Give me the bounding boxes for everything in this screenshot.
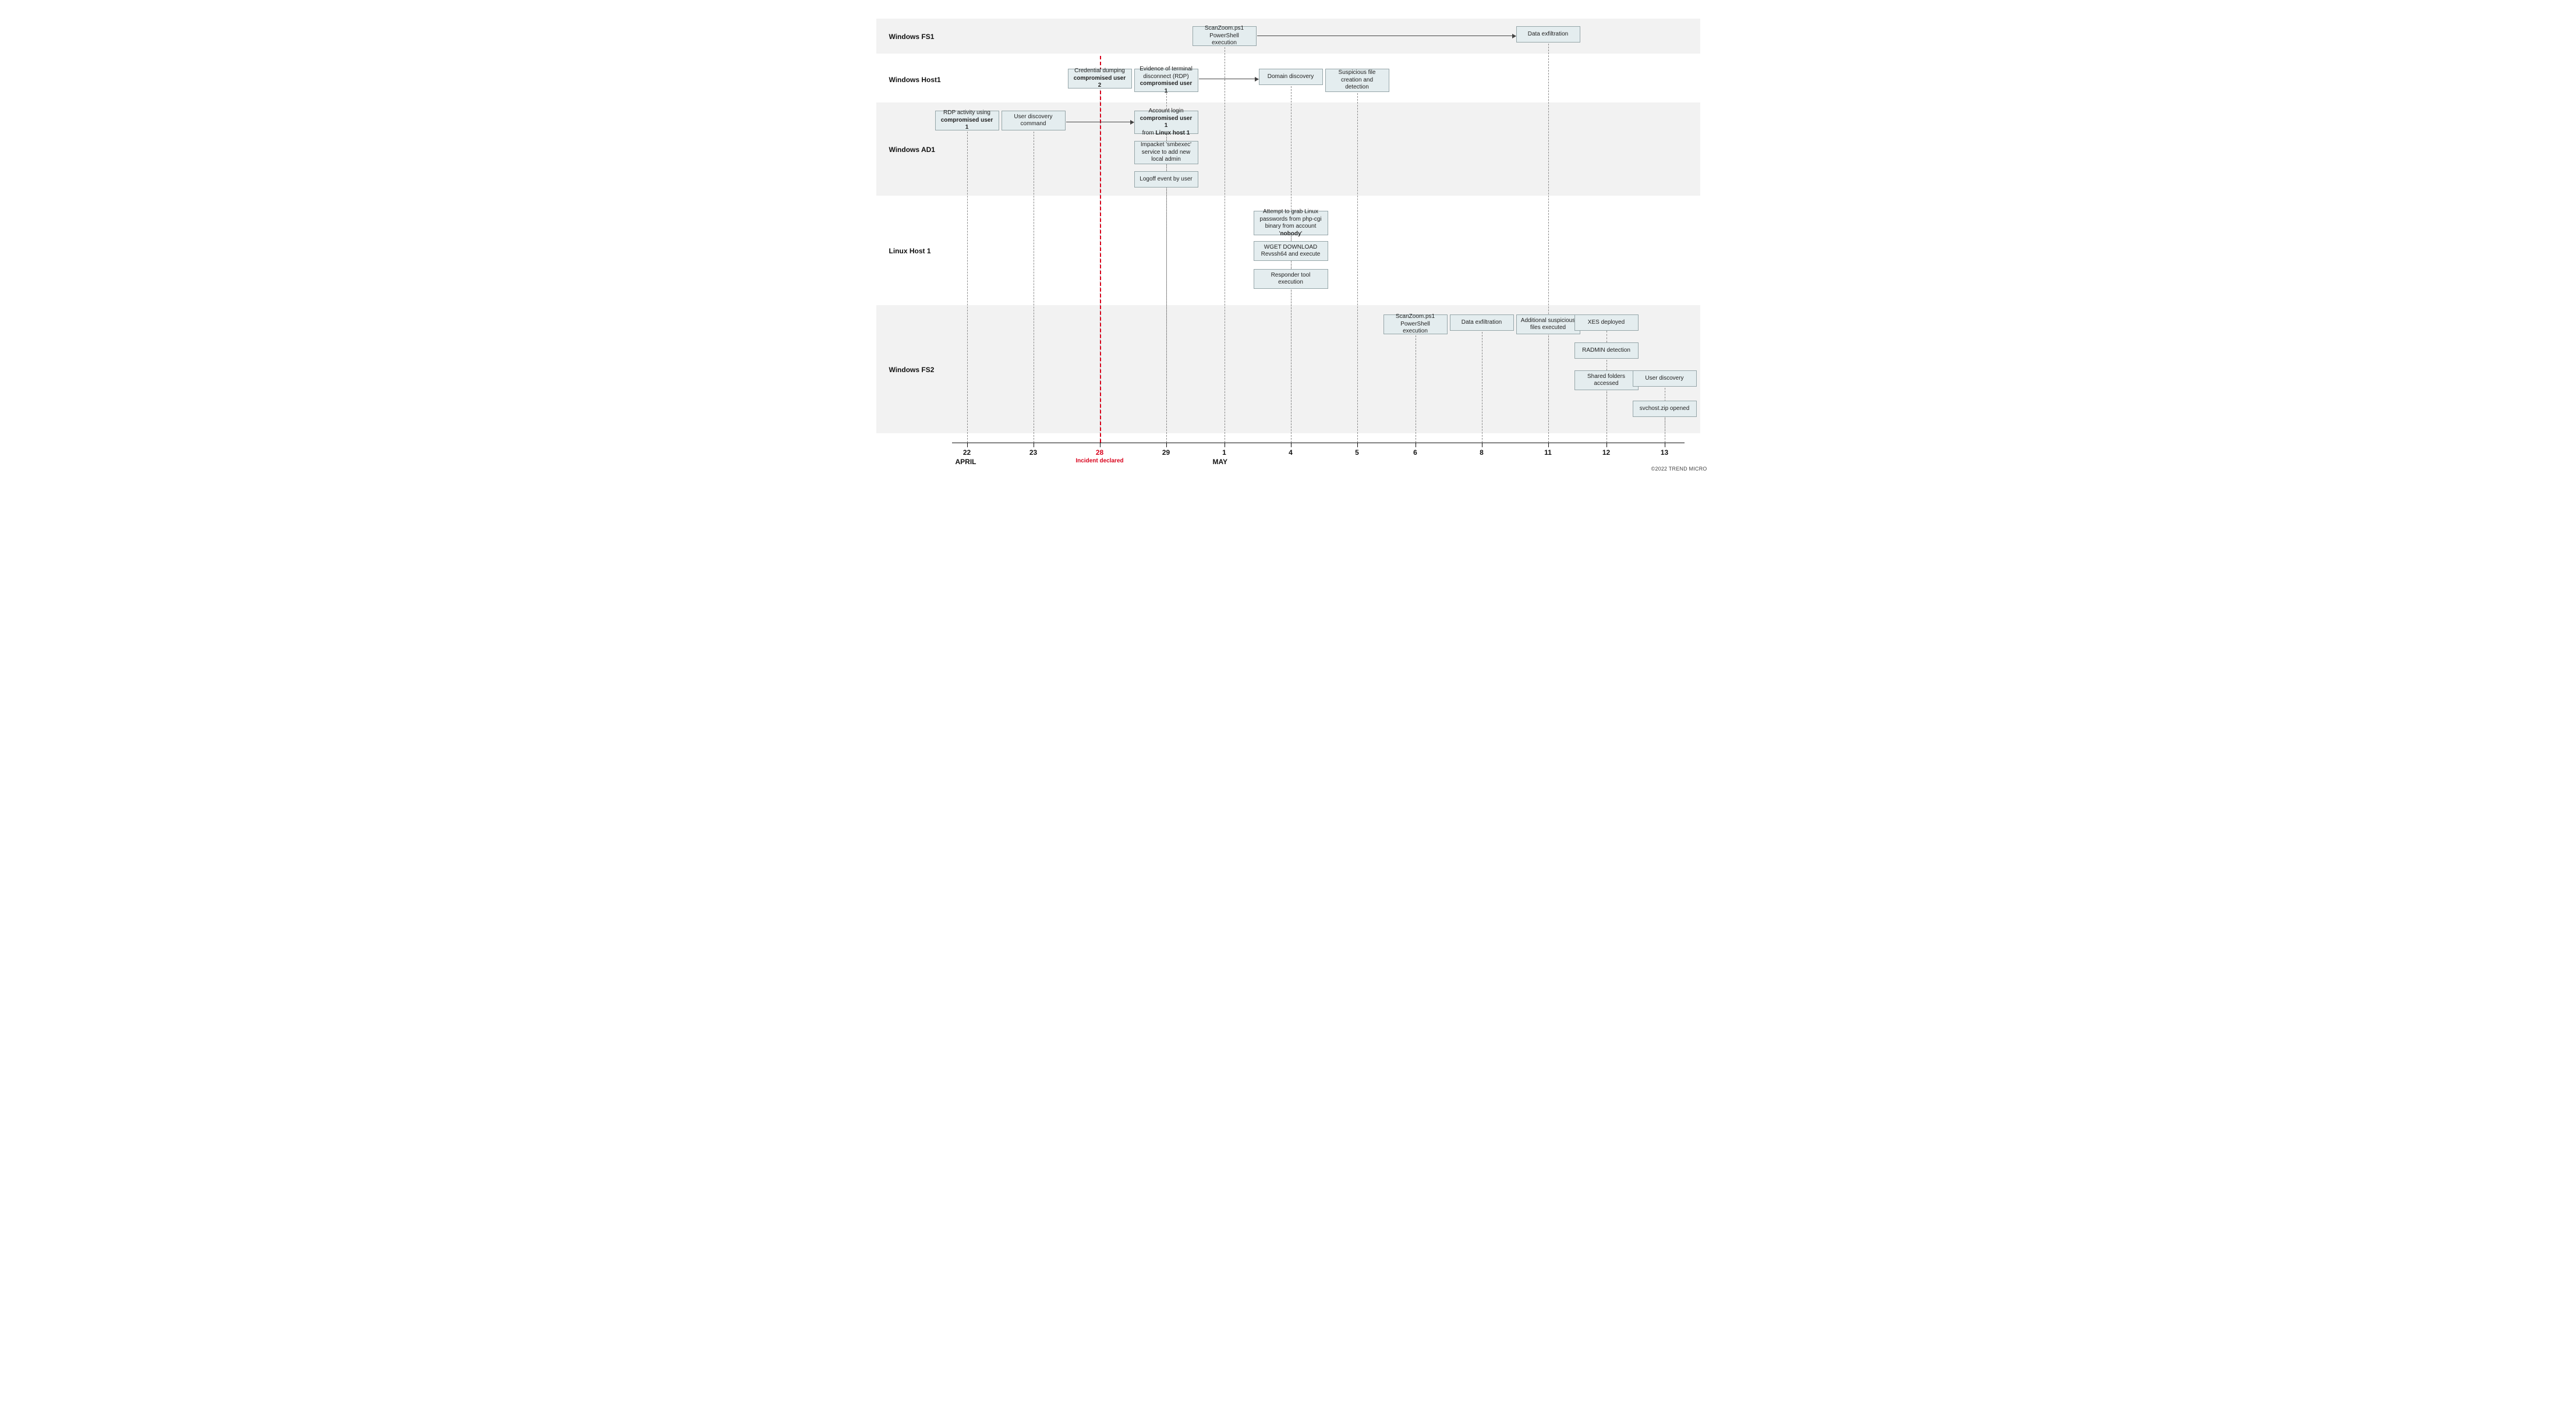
tick-m5 bbox=[1357, 443, 1358, 447]
tick-day-m1: 1 bbox=[1222, 448, 1226, 457]
incident-vline bbox=[1100, 56, 1101, 443]
node-ad1a: RDP activity usingcompromised user 1 bbox=[935, 111, 999, 130]
lane-label-h1: Windows Host1 bbox=[889, 76, 976, 84]
node-h1a: Credential dumpingcompromised user 2 bbox=[1068, 69, 1132, 89]
tick-day-m6: 6 bbox=[1413, 448, 1417, 457]
tick-day-m4: 4 bbox=[1289, 448, 1293, 457]
tick-d22 bbox=[967, 443, 968, 447]
tick-day-m5: 5 bbox=[1355, 448, 1359, 457]
tick-d29 bbox=[1166, 443, 1167, 447]
tick-day-m11: 11 bbox=[1544, 448, 1552, 457]
vline-ad1a bbox=[967, 132, 968, 443]
tick-day-d23: 23 bbox=[1029, 448, 1037, 457]
node-ad1b: User discoverycommand bbox=[1002, 111, 1066, 130]
tick-day-m13: 13 bbox=[1661, 448, 1668, 457]
tick-day-d29: 29 bbox=[1162, 448, 1170, 457]
node-fs2f: Shared foldersaccessed bbox=[1574, 370, 1639, 390]
lane-label-fs1: Windows FS1 bbox=[889, 33, 976, 41]
copyright-footer: ©2022 TREND MICRO bbox=[1651, 466, 1707, 472]
node-fs1b: Data exfiltration bbox=[1516, 26, 1580, 43]
vline-fs2c bbox=[1548, 335, 1549, 443]
node-ad1e: Logoff event by user bbox=[1134, 171, 1198, 188]
node-fs2g: User discovery bbox=[1633, 370, 1697, 387]
tick-day-m12: 12 bbox=[1602, 448, 1610, 457]
incident-label: Incident declared bbox=[1075, 458, 1123, 464]
node-fs2a: ScanZoom.ps1PowerShell execution bbox=[1383, 314, 1448, 334]
node-lx1c: Responder toolexecution bbox=[1254, 269, 1328, 289]
node-fs2e: RADMIN detection bbox=[1574, 342, 1639, 359]
node-fs2c: Additional suspiciousfiles executed bbox=[1516, 314, 1580, 334]
lane-label-ad1: Windows AD1 bbox=[889, 146, 976, 154]
tick-month-d22: APRIL bbox=[956, 458, 976, 466]
lane-label-lx1: Linux Host 1 bbox=[889, 247, 976, 255]
node-lx1b: WGET DOWNLOADRevssh64 and execute bbox=[1254, 241, 1328, 261]
node-fs1a: ScanZoom.ps1PowerShell execution bbox=[1193, 26, 1257, 46]
stack-ad1d-ad1e bbox=[1166, 164, 1167, 171]
tick-month-m1: MAY bbox=[1213, 458, 1228, 466]
incident-timeline-diagram: Windows FS1 Windows Host1 Windows AD1 Linux… bbox=[859, 0, 1718, 475]
tick-day-d22: 22 bbox=[963, 448, 971, 457]
node-h1b: Evidence of terminaldisconnect (RDP)comp… bbox=[1134, 69, 1198, 92]
node-ad1d: Impacket 'smbexec'service to add newloca… bbox=[1134, 141, 1198, 164]
node-h1d: Suspicious filecreation anddetection bbox=[1325, 69, 1389, 92]
node-fs2b: Data exfiltration bbox=[1450, 314, 1514, 331]
vline-h1d bbox=[1357, 93, 1358, 443]
lane-bg-ad1 bbox=[876, 102, 1700, 196]
node-fs2h: svchost.zip opened bbox=[1633, 401, 1697, 417]
tick-day-d28: 28 bbox=[1096, 448, 1103, 457]
lane-label-fs2: Windows FS2 bbox=[889, 366, 976, 374]
tick-d28 bbox=[1100, 443, 1101, 447]
tick-day-m8: 8 bbox=[1480, 448, 1484, 457]
node-ad1c: Account logincompromised user 1from Linu… bbox=[1134, 111, 1198, 134]
node-lx1a: Attempt to grab Linuxpasswords from php-… bbox=[1254, 211, 1328, 235]
node-fs2d: XES deployed bbox=[1574, 314, 1639, 331]
vline-ad1e bbox=[1166, 189, 1167, 443]
node-h1c: Domain discovery bbox=[1259, 69, 1323, 85]
tick-m11 bbox=[1548, 443, 1549, 447]
